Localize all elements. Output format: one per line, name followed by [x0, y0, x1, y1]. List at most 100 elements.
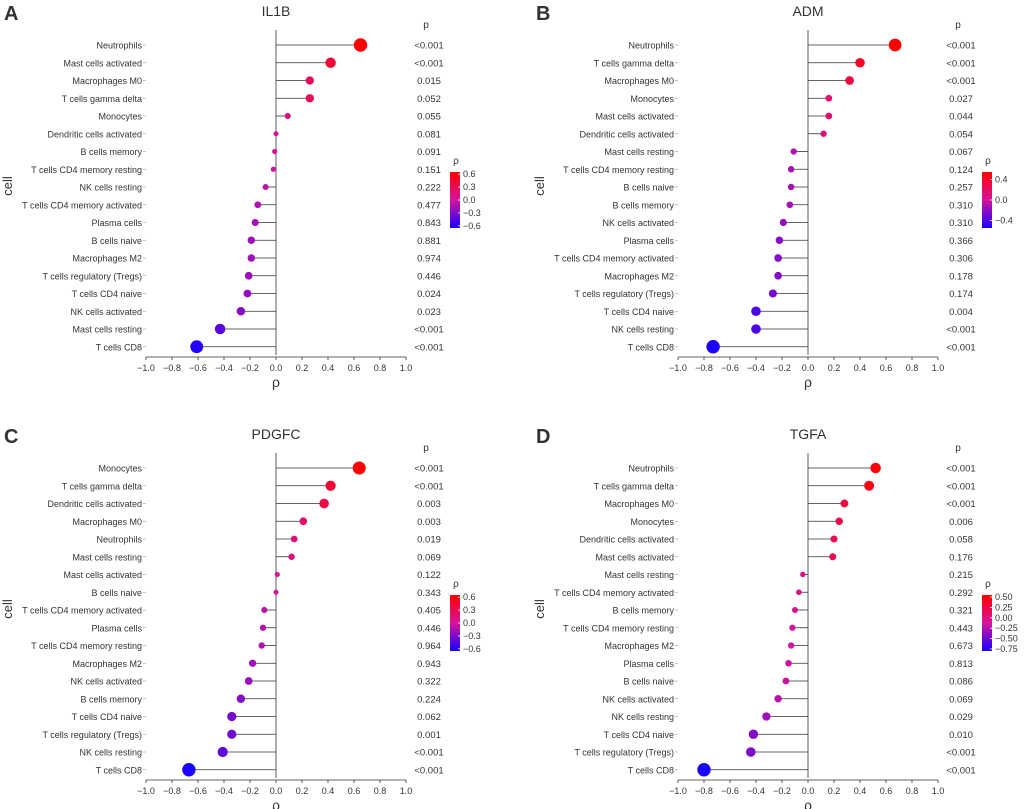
p-value: 0.124 — [949, 165, 973, 176]
lollipop-point — [227, 711, 237, 722]
lollipop-point — [273, 589, 279, 595]
p-value: <0.001 — [946, 325, 975, 336]
x-axis-title: ρ — [272, 797, 280, 809]
p-value: 0.044 — [949, 112, 973, 123]
cell-label: NK cells resting — [611, 712, 674, 722]
p-value: 0.943 — [417, 659, 441, 670]
cell-label: T cells regulatory (Tregs) — [42, 730, 142, 740]
cell-label: Dendritic cells activated — [47, 129, 142, 139]
colorbar — [982, 172, 992, 228]
cell-label: T cells gamma delta — [62, 94, 142, 104]
lollipop-point — [258, 642, 265, 649]
x-tick-label: −0.6 — [189, 786, 207, 796]
lollipop-point — [325, 480, 336, 491]
x-tick-label: 0.8 — [906, 363, 919, 373]
x-tick-label: 0.4 — [322, 363, 335, 373]
x-tick-label: −1.0 — [137, 786, 155, 796]
p-value: 0.310 — [949, 200, 973, 211]
cell-label: B cells memory — [80, 147, 142, 157]
lollipop-point — [272, 148, 278, 155]
cell-label: T cells CD4 memory activated — [554, 588, 674, 598]
p-value: <0.001 — [946, 499, 975, 510]
lollipop-point — [774, 271, 782, 280]
x-tick-label: 0.8 — [374, 786, 387, 796]
x-tick-label: 0.8 — [374, 363, 387, 373]
y-axis-title: cell — [0, 176, 15, 196]
cell-label: Mast cells resting — [604, 147, 674, 157]
x-tick-label: −0.6 — [721, 786, 739, 796]
p-value: <0.001 — [946, 76, 975, 87]
lollipop-point — [787, 183, 795, 191]
cell-label: T cells CD4 naive — [72, 712, 142, 722]
cell-label: T cells regulatory (Tregs) — [574, 748, 674, 758]
cell-label: B cells naive — [623, 677, 674, 687]
p-value: <0.001 — [946, 765, 975, 776]
lollipop-point — [800, 571, 806, 578]
x-tick-label: 0.0 — [270, 786, 283, 796]
lollipop-point — [284, 112, 291, 120]
lollipop-point — [840, 499, 849, 508]
p-value: 0.069 — [417, 552, 441, 563]
cell-label: Macrophages M2 — [72, 659, 142, 669]
cell-label: T cells CD4 naive — [604, 730, 674, 740]
p-value: <0.001 — [414, 765, 443, 776]
cell-label: T cells gamma delta — [594, 481, 674, 491]
legend-title: ρ — [985, 579, 991, 590]
lollipop-point — [244, 271, 253, 280]
p-value: 0.813 — [949, 659, 973, 670]
cell-label: NK cells resting — [79, 748, 142, 758]
colorbar-label: 0.3 — [463, 605, 476, 615]
p-value: 0.151 — [417, 165, 441, 176]
lollipop-point — [325, 57, 336, 68]
cell-label: Monocytes — [630, 517, 674, 527]
x-tick-label: −0.4 — [215, 786, 233, 796]
p-value: 0.843 — [417, 218, 441, 229]
cell-label: B cells memory — [612, 606, 674, 616]
cell-label: Monocytes — [98, 112, 142, 122]
p-value: 0.446 — [417, 623, 441, 634]
p-value: 0.027 — [949, 94, 973, 105]
p-value: 0.067 — [949, 147, 973, 158]
lollipop-point — [825, 112, 833, 120]
colorbar-label: −0.75 — [995, 644, 1018, 654]
x-tick-label: 1.0 — [932, 363, 945, 373]
lollipop-point — [745, 747, 756, 757]
lollipop-point — [787, 166, 795, 173]
x-tick-label: 1.0 — [400, 363, 413, 373]
p-value: 0.062 — [417, 712, 441, 723]
colorbar-label: 0.3 — [463, 182, 476, 192]
colorbar-label: −0.6 — [463, 221, 481, 231]
p-value: 0.176 — [949, 552, 973, 563]
lollipop-point — [791, 606, 799, 614]
p-value: 0.069 — [949, 694, 973, 705]
cell-label: NK cells activated — [70, 677, 142, 687]
p-value: <0.001 — [414, 464, 443, 475]
lollipop-point — [247, 254, 256, 262]
lollipop-point — [254, 201, 262, 209]
lollipop-point — [251, 218, 259, 227]
panel-label: D — [536, 426, 550, 448]
cell-label: T cells CD4 memory resting — [563, 165, 674, 175]
colorbar — [982, 595, 992, 651]
cell-label: Mast cells activated — [63, 58, 142, 68]
p-value: 0.477 — [417, 200, 441, 211]
p-value: 0.058 — [949, 535, 973, 546]
lollipop-point — [864, 480, 875, 491]
cell-label: Neutrophils — [96, 41, 142, 51]
p-header: p — [955, 20, 961, 31]
cell-label: T cells gamma delta — [62, 481, 142, 491]
x-tick-label: −0.2 — [773, 363, 791, 373]
lollipop-point — [790, 148, 797, 155]
panel-d: D TGFA p cell −1.0 −0.8 −0.6 −0.4 −0.2 0.0 0.2 0.4 0… — [532, 426, 1018, 809]
cell-label: T cells gamma delta — [594, 58, 674, 68]
colorbar-label: −0.50 — [995, 634, 1018, 644]
panel-a: A IL1B p cell −1.0 −0.8 −0.6 −0.4 −0.2 0.0 0.2 0.4 0… — [0, 3, 481, 390]
p-value: <0.001 — [946, 342, 975, 353]
p-value: 0.015 — [417, 76, 441, 87]
p-value: <0.001 — [946, 41, 975, 52]
x-axis-title: ρ — [804, 797, 812, 809]
lollipop-point — [706, 340, 720, 354]
lollipop-point — [786, 201, 794, 209]
lollipop-point — [290, 535, 298, 543]
lollipop-point — [352, 461, 366, 475]
